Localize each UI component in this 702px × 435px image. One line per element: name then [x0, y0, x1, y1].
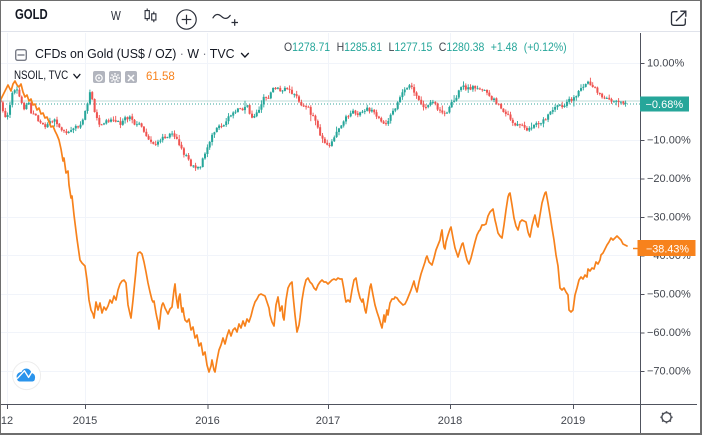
svg-text:−30.00%: −30.00% [647, 212, 691, 224]
svg-text:12: 12 [1, 415, 13, 427]
svg-text:−50.00%: −50.00% [647, 289, 691, 301]
svg-text:−20.00%: −20.00% [647, 173, 691, 185]
svg-text:10.00%: 10.00% [647, 58, 685, 70]
svg-text:2019: 2019 [561, 415, 585, 427]
svg-text:−70.00%: −70.00% [647, 366, 691, 378]
svg-text:−10.00%: −10.00% [647, 135, 691, 147]
svg-text:−60.00%: −60.00% [647, 327, 691, 339]
svg-text:2017: 2017 [316, 415, 340, 427]
svg-text:−38.43%: −38.43% [646, 243, 689, 255]
svg-text:2015: 2015 [73, 415, 97, 427]
svg-text:2018: 2018 [438, 415, 462, 427]
svg-text:−0.68%: −0.68% [646, 99, 684, 111]
svg-text:2016: 2016 [195, 415, 219, 427]
